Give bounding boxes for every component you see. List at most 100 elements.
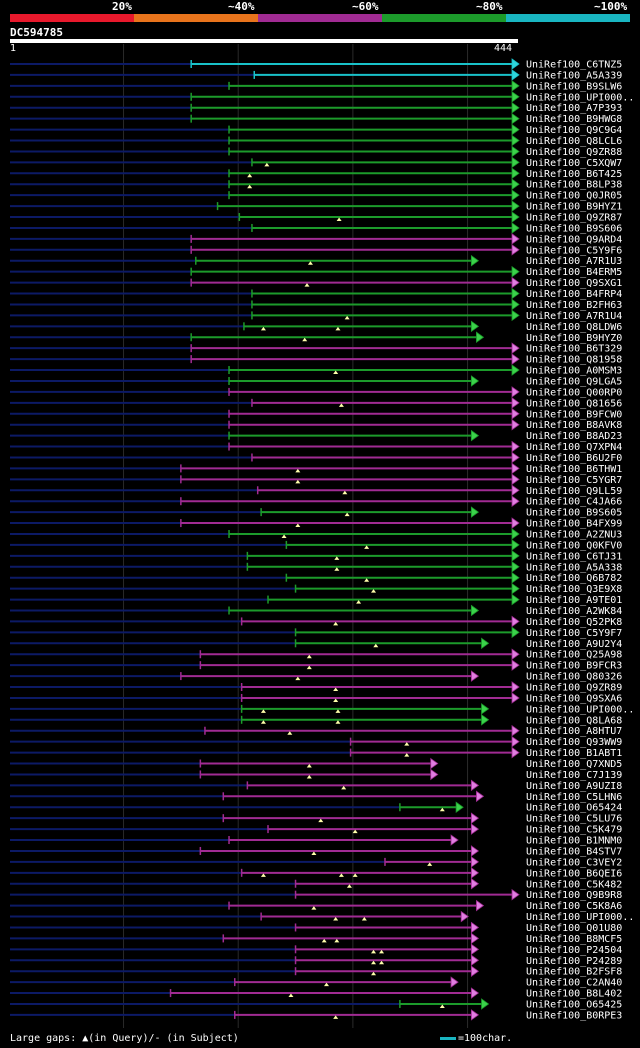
hit-row[interactable]: UniRef100_Q9ZR89 bbox=[10, 681, 622, 694]
hit-row[interactable]: UniRef100_Q3E9X8 bbox=[10, 582, 622, 596]
hit-label[interactable]: UniRef100_B6U2F0 bbox=[526, 453, 622, 464]
hit-label[interactable]: UniRef100_Q93WW9 bbox=[526, 737, 622, 748]
hit-label[interactable]: UniRef100_Q9SXG1 bbox=[526, 278, 622, 289]
hit-label[interactable]: UniRef100_B1ABT1 bbox=[526, 748, 622, 759]
hit-row[interactable]: UniRef100_B1MNM0 bbox=[10, 834, 622, 847]
hit-label[interactable]: UniRef100_B0RPE3 bbox=[526, 1010, 622, 1021]
hit-label[interactable]: UniRef100_Q52PK8 bbox=[526, 617, 622, 628]
hit-row[interactable]: UniRef100_C5Y9F7 bbox=[10, 626, 622, 639]
hit-row[interactable]: UniRef100_B8L402 bbox=[10, 987, 622, 1000]
hit-row[interactable]: UniRef100_C5LHN6 bbox=[10, 790, 622, 803]
hit-label[interactable]: UniRef100_C5LU76 bbox=[526, 814, 622, 825]
hit-row[interactable]: UniRef100_B6QEI6 bbox=[10, 867, 622, 880]
hit-row[interactable]: UniRef100_C6TNZ5 bbox=[10, 58, 622, 71]
hit-label[interactable]: UniRef100_A9UZI8 bbox=[526, 781, 622, 792]
hit-row[interactable]: UniRef100_B8AD23 bbox=[10, 429, 622, 443]
hit-label[interactable]: UniRef100_B1MNM0 bbox=[526, 836, 622, 847]
hit-label[interactable]: UniRef100_B8LP38 bbox=[526, 180, 622, 191]
hit-row[interactable]: UniRef100_Q0KFV0 bbox=[10, 539, 622, 552]
hit-label[interactable]: UniRef100_UPI000.. bbox=[526, 912, 634, 923]
hit-row[interactable]: UniRef100_UPI000.. bbox=[10, 703, 634, 716]
hit-label[interactable]: UniRef100_A9TE01 bbox=[526, 595, 622, 606]
hit-row[interactable]: UniRef100_B2FH63 bbox=[10, 298, 622, 311]
hit-label[interactable]: UniRef100_B8AD23 bbox=[526, 431, 622, 442]
hit-label[interactable]: UniRef100_Q9ZR88 bbox=[526, 147, 622, 158]
hit-label[interactable]: UniRef100_Q7XPN4 bbox=[526, 442, 622, 453]
hit-label[interactable]: UniRef100_C5YGR7 bbox=[526, 475, 622, 486]
hit-row[interactable]: UniRef100_A9TE01 bbox=[10, 593, 622, 607]
hit-label[interactable]: UniRef100_Q9C9G4 bbox=[526, 125, 622, 136]
hit-label[interactable]: UniRef100_A7R1U3 bbox=[526, 256, 622, 267]
hit-row[interactable]: UniRef100_B9HWG8 bbox=[10, 112, 622, 126]
hit-label[interactable]: UniRef100_B9SLW6 bbox=[526, 81, 622, 92]
hit-label[interactable]: UniRef100_B9FCR3 bbox=[526, 661, 622, 672]
hit-label[interactable]: UniRef100_Q9LGA5 bbox=[526, 376, 622, 387]
hit-row[interactable]: UniRef100_B9FCW0 bbox=[10, 407, 622, 421]
hit-row[interactable]: UniRef100_B9HYZ0 bbox=[10, 331, 622, 344]
hit-row[interactable]: UniRef100_A9U2Y4 bbox=[10, 637, 622, 650]
hit-label[interactable]: UniRef100_A5A338 bbox=[526, 562, 622, 573]
hit-label[interactable]: UniRef100_Q25A98 bbox=[526, 650, 622, 661]
hit-label[interactable]: UniRef100_C5Y9F6 bbox=[526, 245, 622, 256]
hit-row[interactable]: UniRef100_A2ZNU3 bbox=[10, 528, 622, 541]
hit-label[interactable]: UniRef100_B4FRP4 bbox=[526, 289, 622, 300]
hit-row[interactable]: UniRef100_Q9SXA6 bbox=[10, 692, 622, 705]
hit-label[interactable]: UniRef100_Q7XND5 bbox=[526, 759, 622, 770]
hit-row[interactable]: UniRef100_B4STV7 bbox=[10, 845, 622, 858]
hit-row[interactable]: UniRef100_Q01U80 bbox=[10, 921, 622, 934]
hit-row[interactable]: UniRef100_P24504 bbox=[10, 943, 622, 956]
hit-label[interactable]: UniRef100_O65425 bbox=[526, 999, 622, 1010]
hit-row[interactable]: UniRef100_Q9LGA5 bbox=[10, 375, 622, 388]
hit-row[interactable]: UniRef100_C7J139 bbox=[10, 768, 622, 781]
hit-label[interactable]: UniRef100_Q81958 bbox=[526, 355, 622, 366]
hit-row[interactable]: UniRef100_A9UZI8 bbox=[10, 779, 622, 792]
hit-row[interactable]: UniRef100_B4FRP4 bbox=[10, 287, 622, 301]
hit-row[interactable]: UniRef100_Q7XPN4 bbox=[10, 440, 622, 454]
hit-row[interactable]: UniRef100_C5XQW7 bbox=[10, 156, 622, 169]
hit-row[interactable]: UniRef100_Q9LL59 bbox=[10, 484, 622, 497]
hit-label[interactable]: UniRef100_C3VEY2 bbox=[526, 857, 622, 868]
hit-row[interactable]: UniRef100_Q00RP0 bbox=[10, 386, 622, 399]
hit-row[interactable]: UniRef100_C5K479 bbox=[10, 823, 622, 836]
hit-label[interactable]: UniRef100_C7J139 bbox=[526, 770, 622, 781]
hit-row[interactable]: UniRef100_B0RPE3 bbox=[10, 1009, 622, 1022]
hit-label[interactable]: UniRef100_Q3E9X8 bbox=[526, 584, 622, 595]
hit-label[interactable]: UniRef100_A2WK84 bbox=[526, 606, 622, 617]
hit-label[interactable]: UniRef100_B9S605 bbox=[526, 508, 622, 519]
hit-row[interactable]: UniRef100_Q80326 bbox=[10, 670, 622, 683]
hit-label[interactable]: UniRef100_Q9SXA6 bbox=[526, 693, 622, 704]
hit-label[interactable]: UniRef100_A5A339 bbox=[526, 70, 622, 81]
hit-row[interactable]: UniRef100_C4JA66 bbox=[10, 495, 622, 508]
hit-label[interactable]: UniRef100_C2AN40 bbox=[526, 978, 622, 989]
hit-row[interactable]: UniRef100_A7P393 bbox=[10, 101, 622, 115]
hit-row[interactable]: UniRef100_B6THW1 bbox=[10, 462, 622, 475]
hit-label[interactable]: UniRef100_C5Y9F7 bbox=[526, 628, 622, 639]
hit-label[interactable]: UniRef100_Q81656 bbox=[526, 398, 622, 409]
hit-label[interactable]: UniRef100_A8HTU7 bbox=[526, 726, 622, 737]
hit-label[interactable]: UniRef100_B9HYZ1 bbox=[526, 202, 622, 213]
hit-label[interactable]: UniRef100_A9U2Y4 bbox=[526, 639, 622, 650]
hit-row[interactable]: UniRef100_UPI000.. bbox=[10, 910, 634, 924]
hit-row[interactable]: UniRef100_Q8LA68 bbox=[10, 714, 622, 727]
hit-label[interactable]: UniRef100_Q80326 bbox=[526, 672, 622, 683]
hit-row[interactable]: UniRef100_Q25A98 bbox=[10, 648, 622, 661]
hit-row[interactable]: UniRef100_B9FCR3 bbox=[10, 659, 622, 672]
hit-label[interactable]: UniRef100_C6TNZ5 bbox=[526, 60, 622, 71]
hit-label[interactable]: UniRef100_Q01U80 bbox=[526, 923, 622, 934]
hit-label[interactable]: UniRef100_B6THW1 bbox=[526, 464, 622, 475]
hit-row[interactable]: UniRef100_Q9ZR88 bbox=[10, 145, 622, 158]
hit-row[interactable]: UniRef100_Q6B782 bbox=[10, 571, 622, 585]
hit-label[interactable]: UniRef100_Q6B782 bbox=[526, 573, 622, 584]
hit-row[interactable]: UniRef100_Q81656 bbox=[10, 397, 622, 410]
hit-row[interactable]: UniRef100_A2WK84 bbox=[10, 604, 622, 618]
hit-label[interactable]: UniRef100_C5K482 bbox=[526, 879, 622, 890]
hit-row[interactable]: UniRef100_B4FX99 bbox=[10, 517, 622, 530]
hit-row[interactable]: UniRef100_A7R1U3 bbox=[10, 254, 622, 267]
hit-label[interactable]: UniRef100_UPI000.. bbox=[526, 92, 634, 103]
hit-row[interactable]: UniRef100_Q8LDW6 bbox=[10, 320, 622, 333]
hit-row[interactable]: UniRef100_Q8LCL6 bbox=[10, 134, 622, 148]
hit-row[interactable]: UniRef100_B9S606 bbox=[10, 222, 622, 235]
hit-row[interactable]: UniRef100_A5A338 bbox=[10, 561, 622, 574]
hit-label[interactable]: UniRef100_C4JA66 bbox=[526, 497, 622, 508]
hit-label[interactable]: UniRef100_Q0KFV0 bbox=[526, 540, 622, 551]
